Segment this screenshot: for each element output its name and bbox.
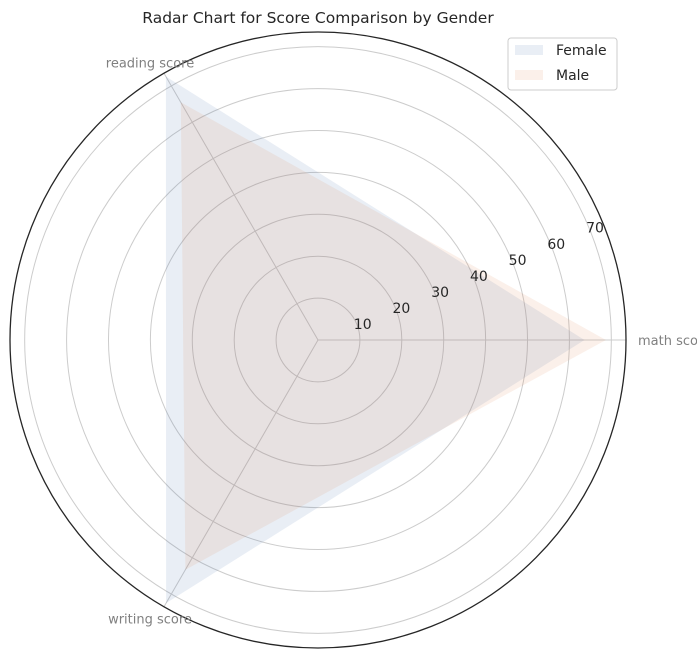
series-polygons xyxy=(165,76,606,604)
tick-label-30: 30 xyxy=(431,285,449,301)
tick-label-50: 50 xyxy=(509,253,527,269)
legend-frame xyxy=(507,37,618,91)
outer-frame xyxy=(9,31,627,649)
axis-spokes xyxy=(163,73,626,607)
radial-tick-labels: 10 20 30 40 50 60 70 xyxy=(354,221,604,333)
spoke-reading-score xyxy=(163,73,319,341)
legend: Female Male xyxy=(507,37,618,91)
tick-label-60: 60 xyxy=(547,237,565,253)
category-label-writing-score: writing score xyxy=(108,613,192,628)
category-label-math-score: math score xyxy=(638,334,697,349)
legend-label-female: Female xyxy=(556,43,607,59)
series-area-female xyxy=(165,76,585,604)
legend-label-male: Male xyxy=(556,68,589,84)
spoke-writing-score xyxy=(163,339,319,607)
category-labels: math score reading score writing score xyxy=(106,56,697,627)
series-area-male xyxy=(180,102,606,570)
tick-label-20: 20 xyxy=(393,301,411,317)
legend-swatch-female xyxy=(515,45,543,55)
legend-swatch-male xyxy=(515,70,543,80)
chart-title: Radar Chart for Score Comparison by Gend… xyxy=(142,9,494,27)
category-label-reading-score: reading score xyxy=(106,56,194,71)
tick-label-10: 10 xyxy=(354,317,372,333)
tick-label-70: 70 xyxy=(586,221,604,237)
tick-label-40: 40 xyxy=(470,269,488,285)
